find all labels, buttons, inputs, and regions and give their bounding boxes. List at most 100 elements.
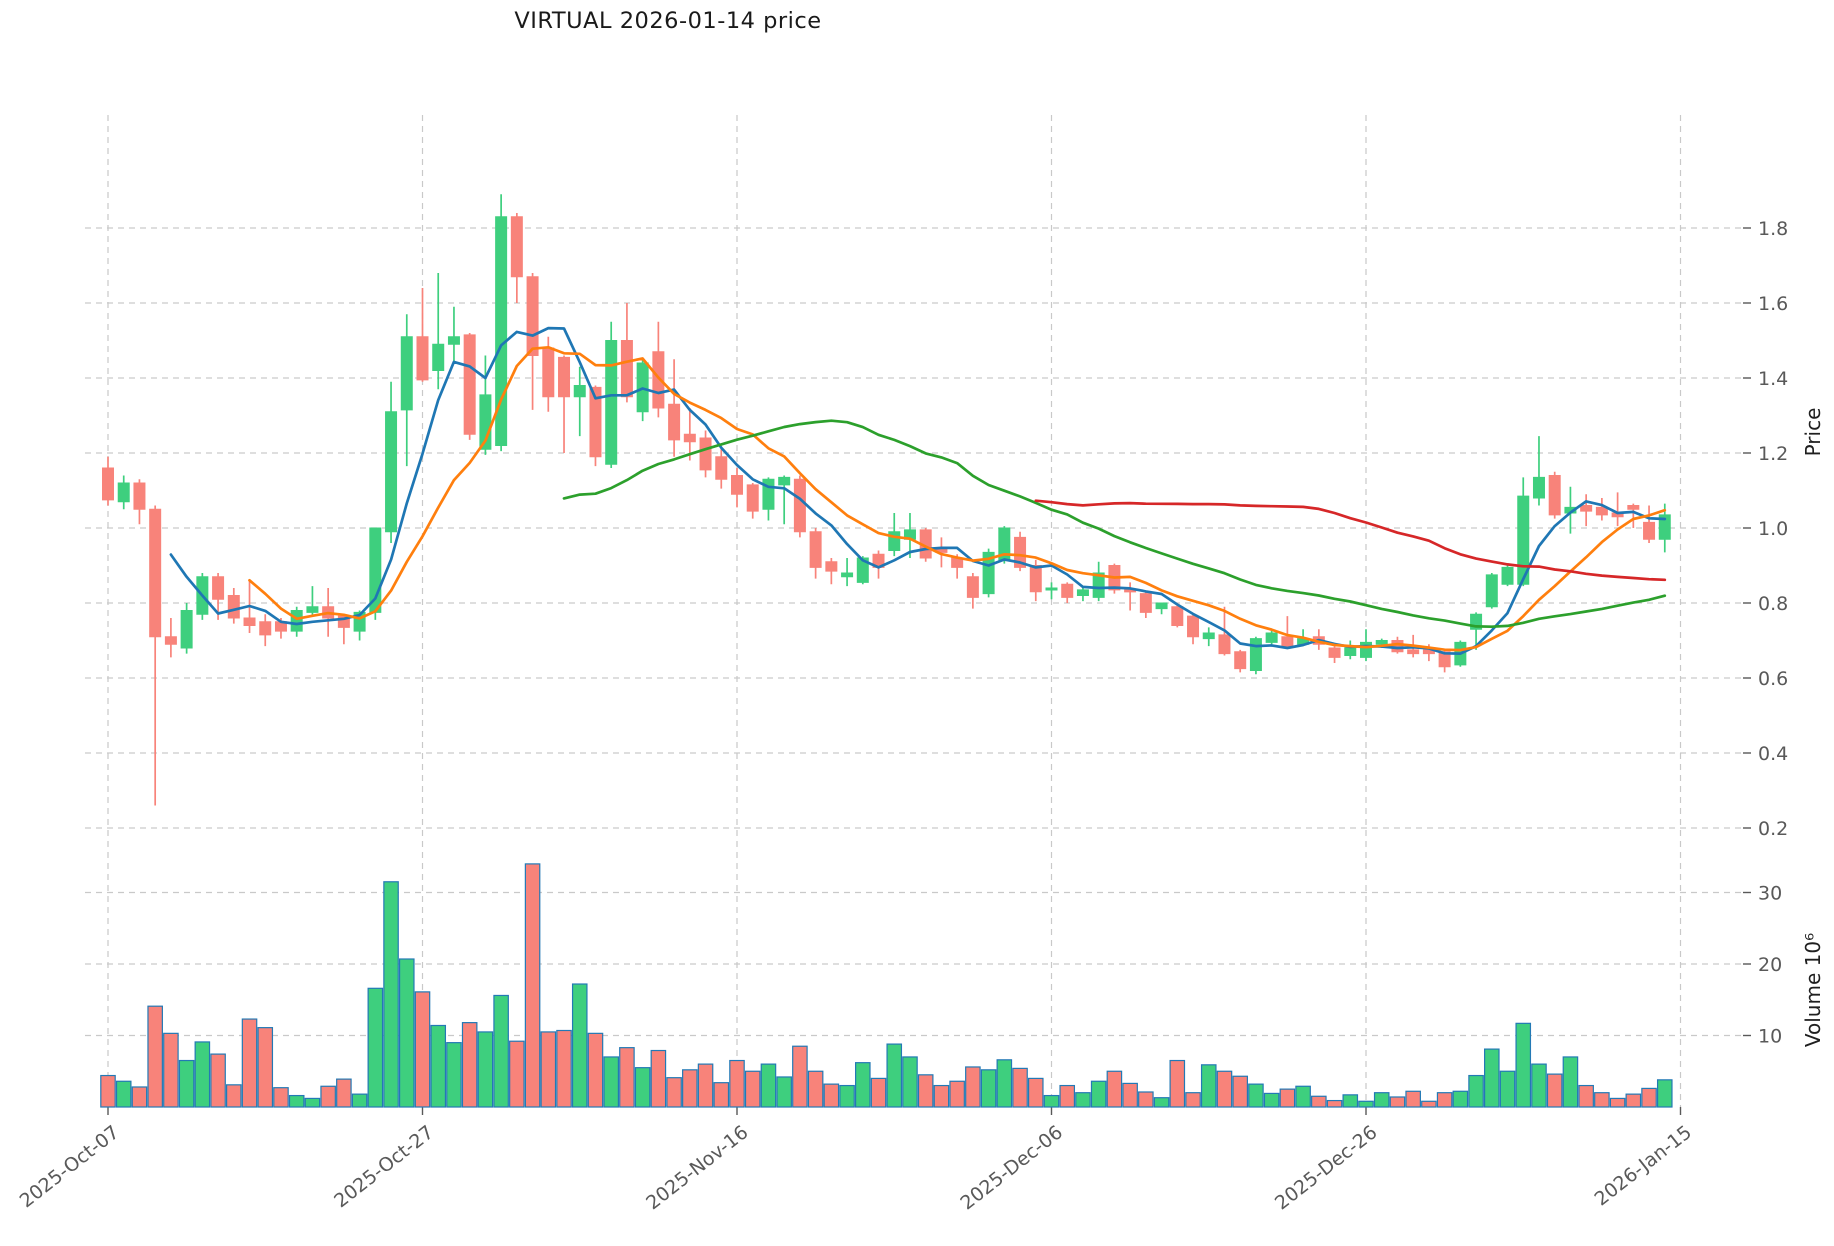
volume-bar <box>1373 1092 1390 1108</box>
candle-body <box>1061 583 1074 598</box>
volume-bar <box>147 1005 163 1108</box>
candle-body <box>1485 574 1498 608</box>
volume-bar <box>477 1031 494 1108</box>
volume-bar <box>194 1041 211 1108</box>
volume-bar <box>1248 1083 1264 1108</box>
volume-bar <box>1594 1092 1610 1108</box>
volume-bars <box>100 863 1673 1108</box>
volume-bar <box>996 1059 1013 1108</box>
volume-bar <box>414 991 431 1108</box>
candle-body <box>1627 505 1640 510</box>
volume-bar <box>1106 1070 1123 1108</box>
candle-body <box>1658 514 1671 540</box>
candle-body <box>1517 495 1530 585</box>
candle-body <box>573 385 586 398</box>
volume-bar <box>713 1082 730 1108</box>
candle-body <box>620 340 633 398</box>
candle-body <box>731 475 743 495</box>
volume-bar <box>933 1084 950 1108</box>
candle-body <box>1029 565 1042 593</box>
candle-body <box>1124 589 1137 593</box>
candle-body <box>542 347 555 398</box>
tick-label: 1.6 <box>1758 293 1788 315</box>
volume-bar <box>336 1078 352 1108</box>
tick-label: 0.6 <box>1758 668 1788 690</box>
candle-body <box>416 336 429 381</box>
candle-body <box>589 386 602 458</box>
mav-line-30 <box>562 419 1667 629</box>
volume-bar <box>257 1027 274 1108</box>
volume-bar <box>760 1063 777 1108</box>
candle-body <box>605 340 618 465</box>
volume-bar <box>729 1059 745 1108</box>
candle-body <box>1249 638 1262 671</box>
tick-label: 2025-Dec-26 <box>1271 1121 1381 1214</box>
candle-body <box>1171 606 1184 626</box>
volume-bar <box>776 1076 792 1108</box>
candle-body <box>1234 651 1247 670</box>
candle-body <box>966 576 979 598</box>
candle-body <box>1548 475 1561 516</box>
volume-bar <box>1609 1097 1626 1108</box>
volume-bar <box>1326 1099 1343 1108</box>
candle-body <box>1407 649 1420 655</box>
candle-body <box>1328 647 1341 658</box>
volume-bar <box>1122 1082 1138 1108</box>
candle-body <box>856 557 869 583</box>
mav-line-10 <box>248 345 1667 652</box>
volume-bar <box>1483 1048 1500 1108</box>
candle-body <box>227 595 240 619</box>
volume-bar <box>226 1084 242 1108</box>
volume-bar <box>666 1077 682 1108</box>
volume-bar <box>163 1032 179 1108</box>
candle-body <box>479 394 492 450</box>
candle-body <box>1580 505 1593 512</box>
volume-bar <box>1263 1092 1280 1108</box>
volume-bar <box>1279 1088 1296 1108</box>
volume-bar <box>1578 1084 1594 1108</box>
volume-bar <box>1452 1090 1469 1108</box>
mav-line-5 <box>169 326 1667 655</box>
volume-bar <box>697 1063 714 1108</box>
volume-bar <box>965 1066 981 1108</box>
candle-body <box>1139 593 1152 613</box>
candle-body <box>164 636 177 645</box>
tick-label: 2025-Nov-16 <box>642 1121 752 1214</box>
volume-bar <box>304 1097 321 1108</box>
tick-label: 2025-Dec-06 <box>956 1121 1066 1214</box>
volume-bar <box>273 1087 289 1108</box>
volume-bar <box>1436 1092 1453 1108</box>
volume-bar <box>1342 1094 1359 1108</box>
volume-bar <box>1200 1064 1217 1108</box>
volume-bar <box>1562 1056 1579 1108</box>
candle-body <box>1501 566 1514 585</box>
candle-body <box>668 403 681 441</box>
volume-bar <box>634 1067 651 1108</box>
candle-body <box>463 334 476 435</box>
candle-body <box>1076 589 1089 596</box>
tick-label: 1.4 <box>1758 368 1788 390</box>
volume-bar <box>980 1069 997 1108</box>
volume-bar <box>556 1029 572 1108</box>
volume-bar <box>1468 1074 1484 1108</box>
candle-body <box>1202 632 1215 640</box>
volume-bar <box>320 1085 336 1108</box>
tick-label: 1.8 <box>1758 218 1788 240</box>
volume-bar <box>1138 1091 1154 1108</box>
volume-bar <box>446 1042 462 1108</box>
tick-label: 2025-Oct-27 <box>330 1121 438 1212</box>
candle-body <box>447 336 460 345</box>
candle-body <box>1045 587 1058 591</box>
candle-body <box>133 482 146 510</box>
candle-body <box>259 621 272 636</box>
volume-bar <box>949 1080 965 1108</box>
candle-body <box>699 437 712 471</box>
tick-label: 0.8 <box>1758 593 1788 615</box>
volume-bar <box>509 1040 525 1108</box>
volume-bar <box>1185 1092 1201 1108</box>
volume-bar <box>383 881 399 1108</box>
volume-bar <box>1389 1096 1406 1108</box>
candle-body <box>495 216 508 446</box>
candle-body <box>825 561 838 572</box>
candle-body <box>290 610 303 632</box>
